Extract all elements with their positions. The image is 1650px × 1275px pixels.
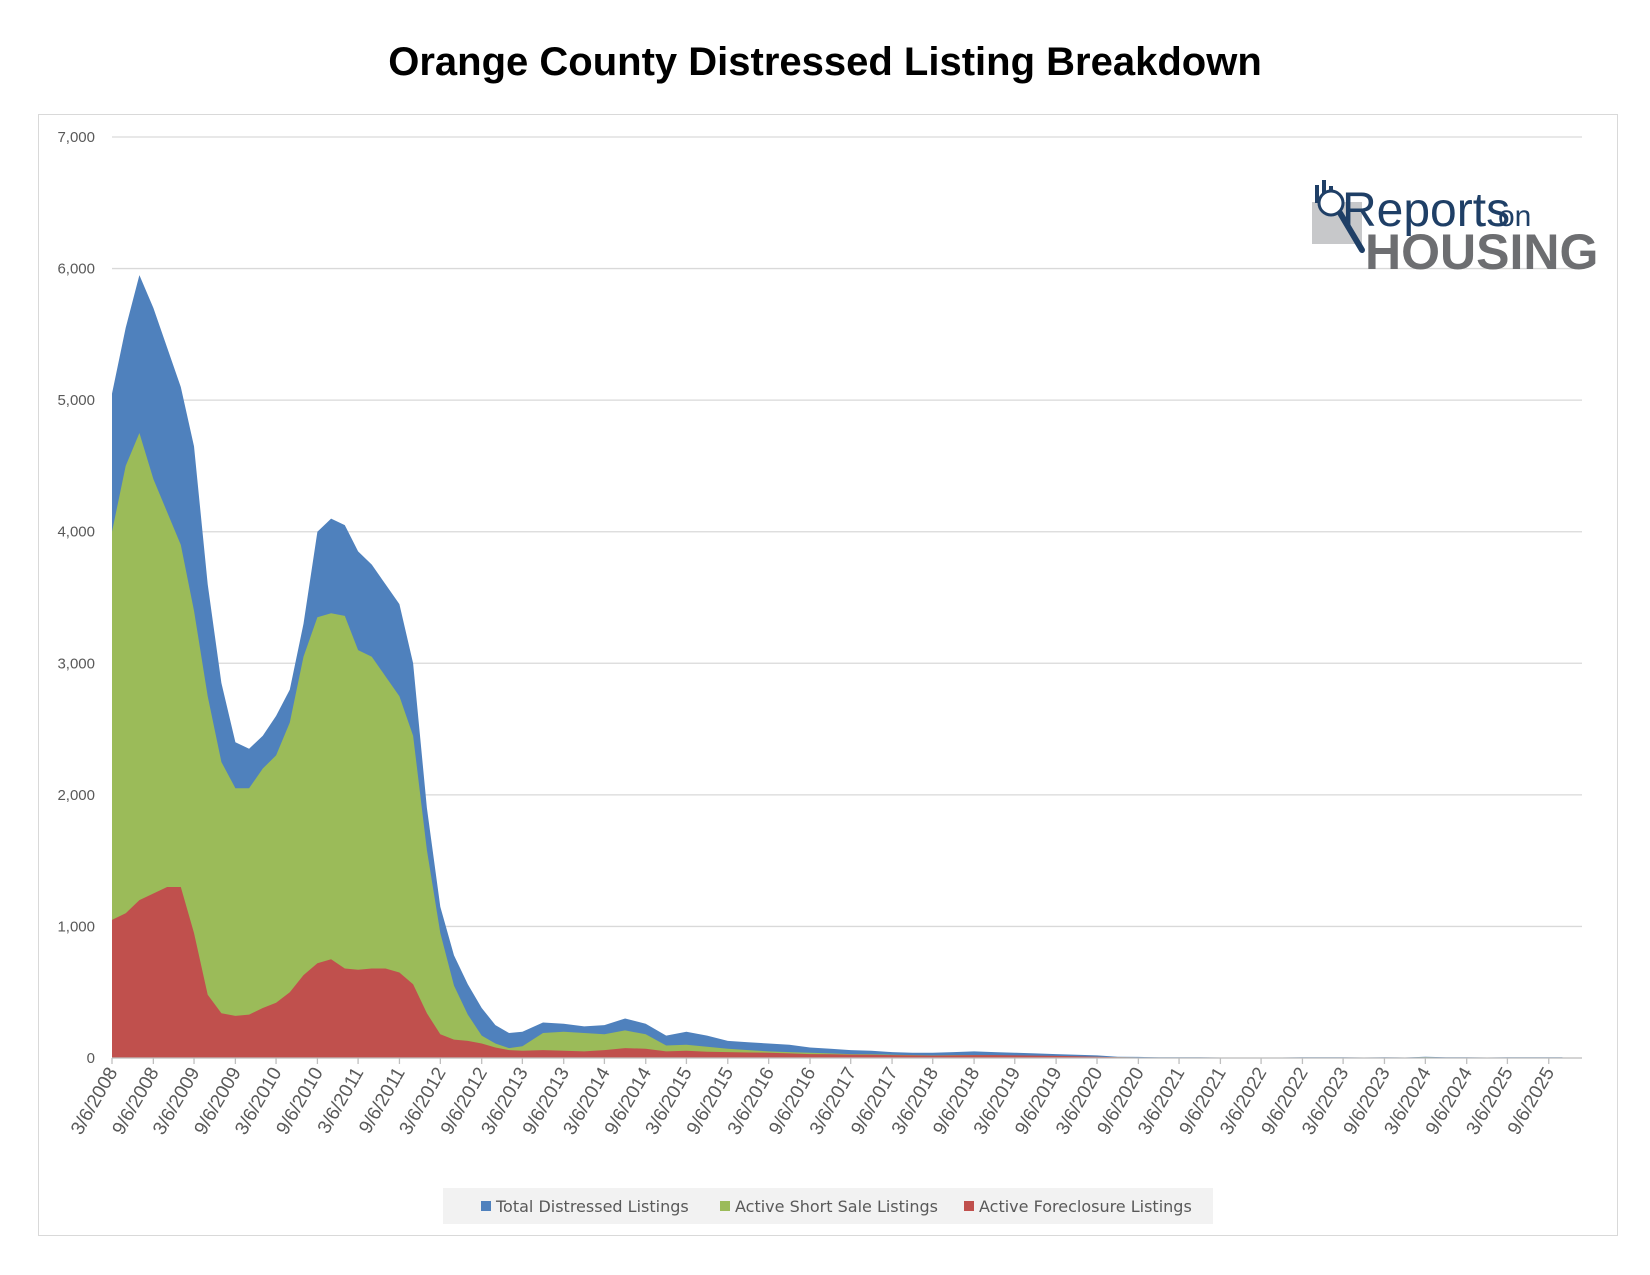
y-tick-label: 3,000	[57, 655, 95, 672]
logo-bar-icon	[1315, 185, 1319, 203]
area-foreclosure	[112, 887, 1563, 1058]
y-tick-label: 4,000	[57, 524, 95, 541]
reports-on-housing-logo: Reports on HOUSING	[1312, 180, 1598, 280]
y-tick-label: 1,000	[57, 918, 95, 935]
x-axis-ticks: 3/6/20089/6/20083/6/20099/6/20093/6/2010…	[67, 1058, 1559, 1139]
legend-swatch-foreclosure	[964, 1201, 974, 1211]
area-short-sale	[112, 433, 1563, 1058]
y-tick-label: 2,000	[57, 787, 95, 804]
y-tick-label: 6,000	[57, 261, 95, 278]
logo-word-main: Reports	[1342, 184, 1510, 237]
legend-label-total: Total Distressed Listings	[495, 1197, 689, 1216]
legend-label-foreclosure: Active Foreclosure Listings	[979, 1197, 1192, 1216]
legend-swatch-short-sale	[720, 1201, 730, 1211]
logo-word-bottom: HOUSING	[1365, 224, 1598, 280]
y-axis-ticks: 0 1,000 2,000 3,000 4,000 5,000 6,000 7,000	[57, 129, 95, 1067]
legend-label-short-sale: Active Short Sale Listings	[735, 1197, 938, 1216]
chart-areas	[112, 275, 1582, 1059]
y-tick-label: 7,000	[57, 129, 95, 146]
y-tick-label: 0	[87, 1050, 95, 1067]
logo-magnifier-handle-icon	[1337, 210, 1365, 253]
page-title: Orange County Distressed Listing Breakdo…	[388, 40, 1262, 84]
legend-swatch-total	[481, 1201, 491, 1211]
logo-word-small: on	[1498, 200, 1531, 233]
logo-magnifier-icon	[1317, 189, 1345, 217]
chart-frame	[38, 114, 1618, 1236]
legend: Total Distressed Listings Active Short S…	[443, 1188, 1213, 1224]
legend-background	[443, 1188, 1213, 1224]
y-tick-label: 5,000	[57, 392, 95, 409]
